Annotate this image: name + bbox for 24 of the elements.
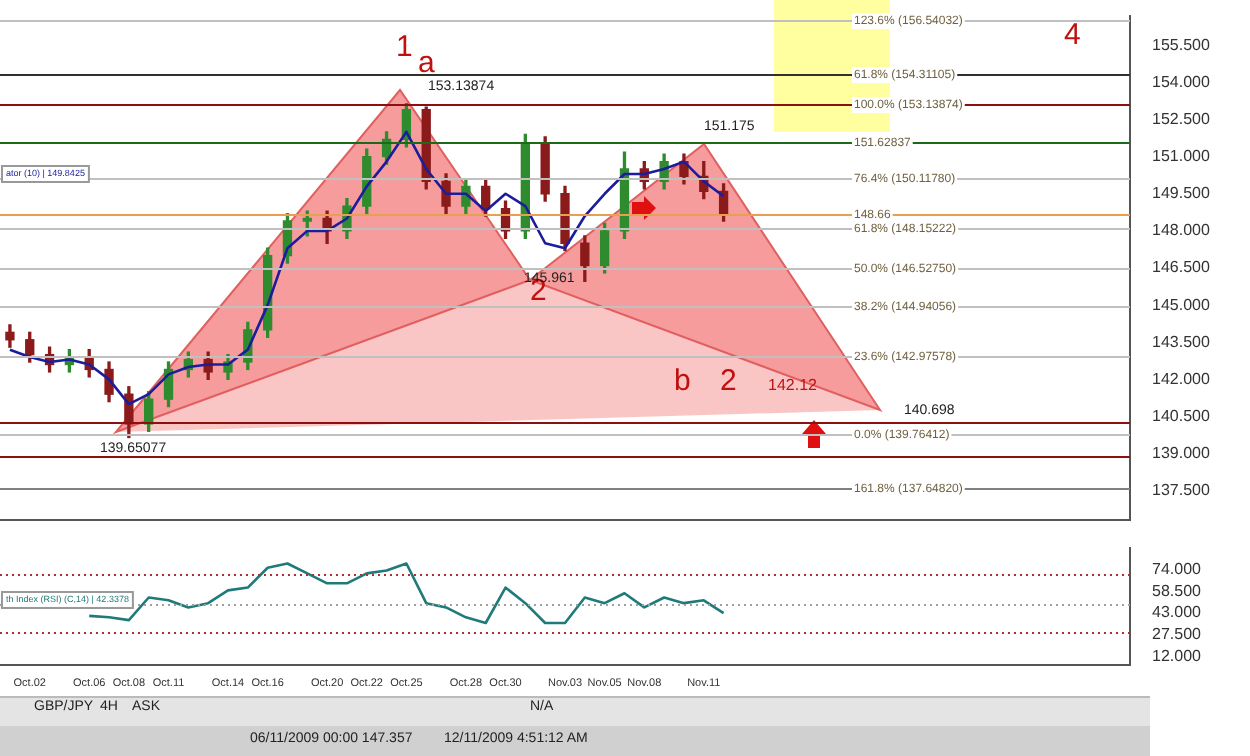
y-tick-label: 58.500 [1152,581,1203,600]
y-tick-label: 149.500 [1152,184,1211,203]
y-tick-label: 140.500 [1152,406,1211,425]
annotation: 2 [720,364,737,398]
y-tick-label: 74.000 [1152,559,1203,578]
annotation: b [674,364,691,398]
annotation: 1 [396,30,413,64]
y-tick-label: 143.500 [1152,332,1211,351]
y-tick-label: 151.000 [1152,147,1211,166]
y-tick-label: 43.000 [1152,603,1203,622]
y-tick-label: 155.500 [1152,35,1211,54]
annotation: 4 [1064,18,1081,52]
y-tick-label: 146.500 [1152,258,1211,277]
y-tick-label: 27.500 [1152,625,1203,644]
y-tick-label: 145.000 [1152,295,1211,314]
annotation: 142.12 [768,376,817,394]
y-tick-label: 148.000 [1152,221,1211,240]
y-tick-label: 142.000 [1152,369,1211,388]
annotation: a [418,46,435,80]
y-tick-label: 12.000 [1152,647,1203,666]
y-tick-label: 154.000 [1152,72,1211,91]
y-tick-label: 139.000 [1152,443,1211,462]
y-tick-label: 137.500 [1152,481,1211,500]
y-tick-label: 152.500 [1152,109,1211,128]
